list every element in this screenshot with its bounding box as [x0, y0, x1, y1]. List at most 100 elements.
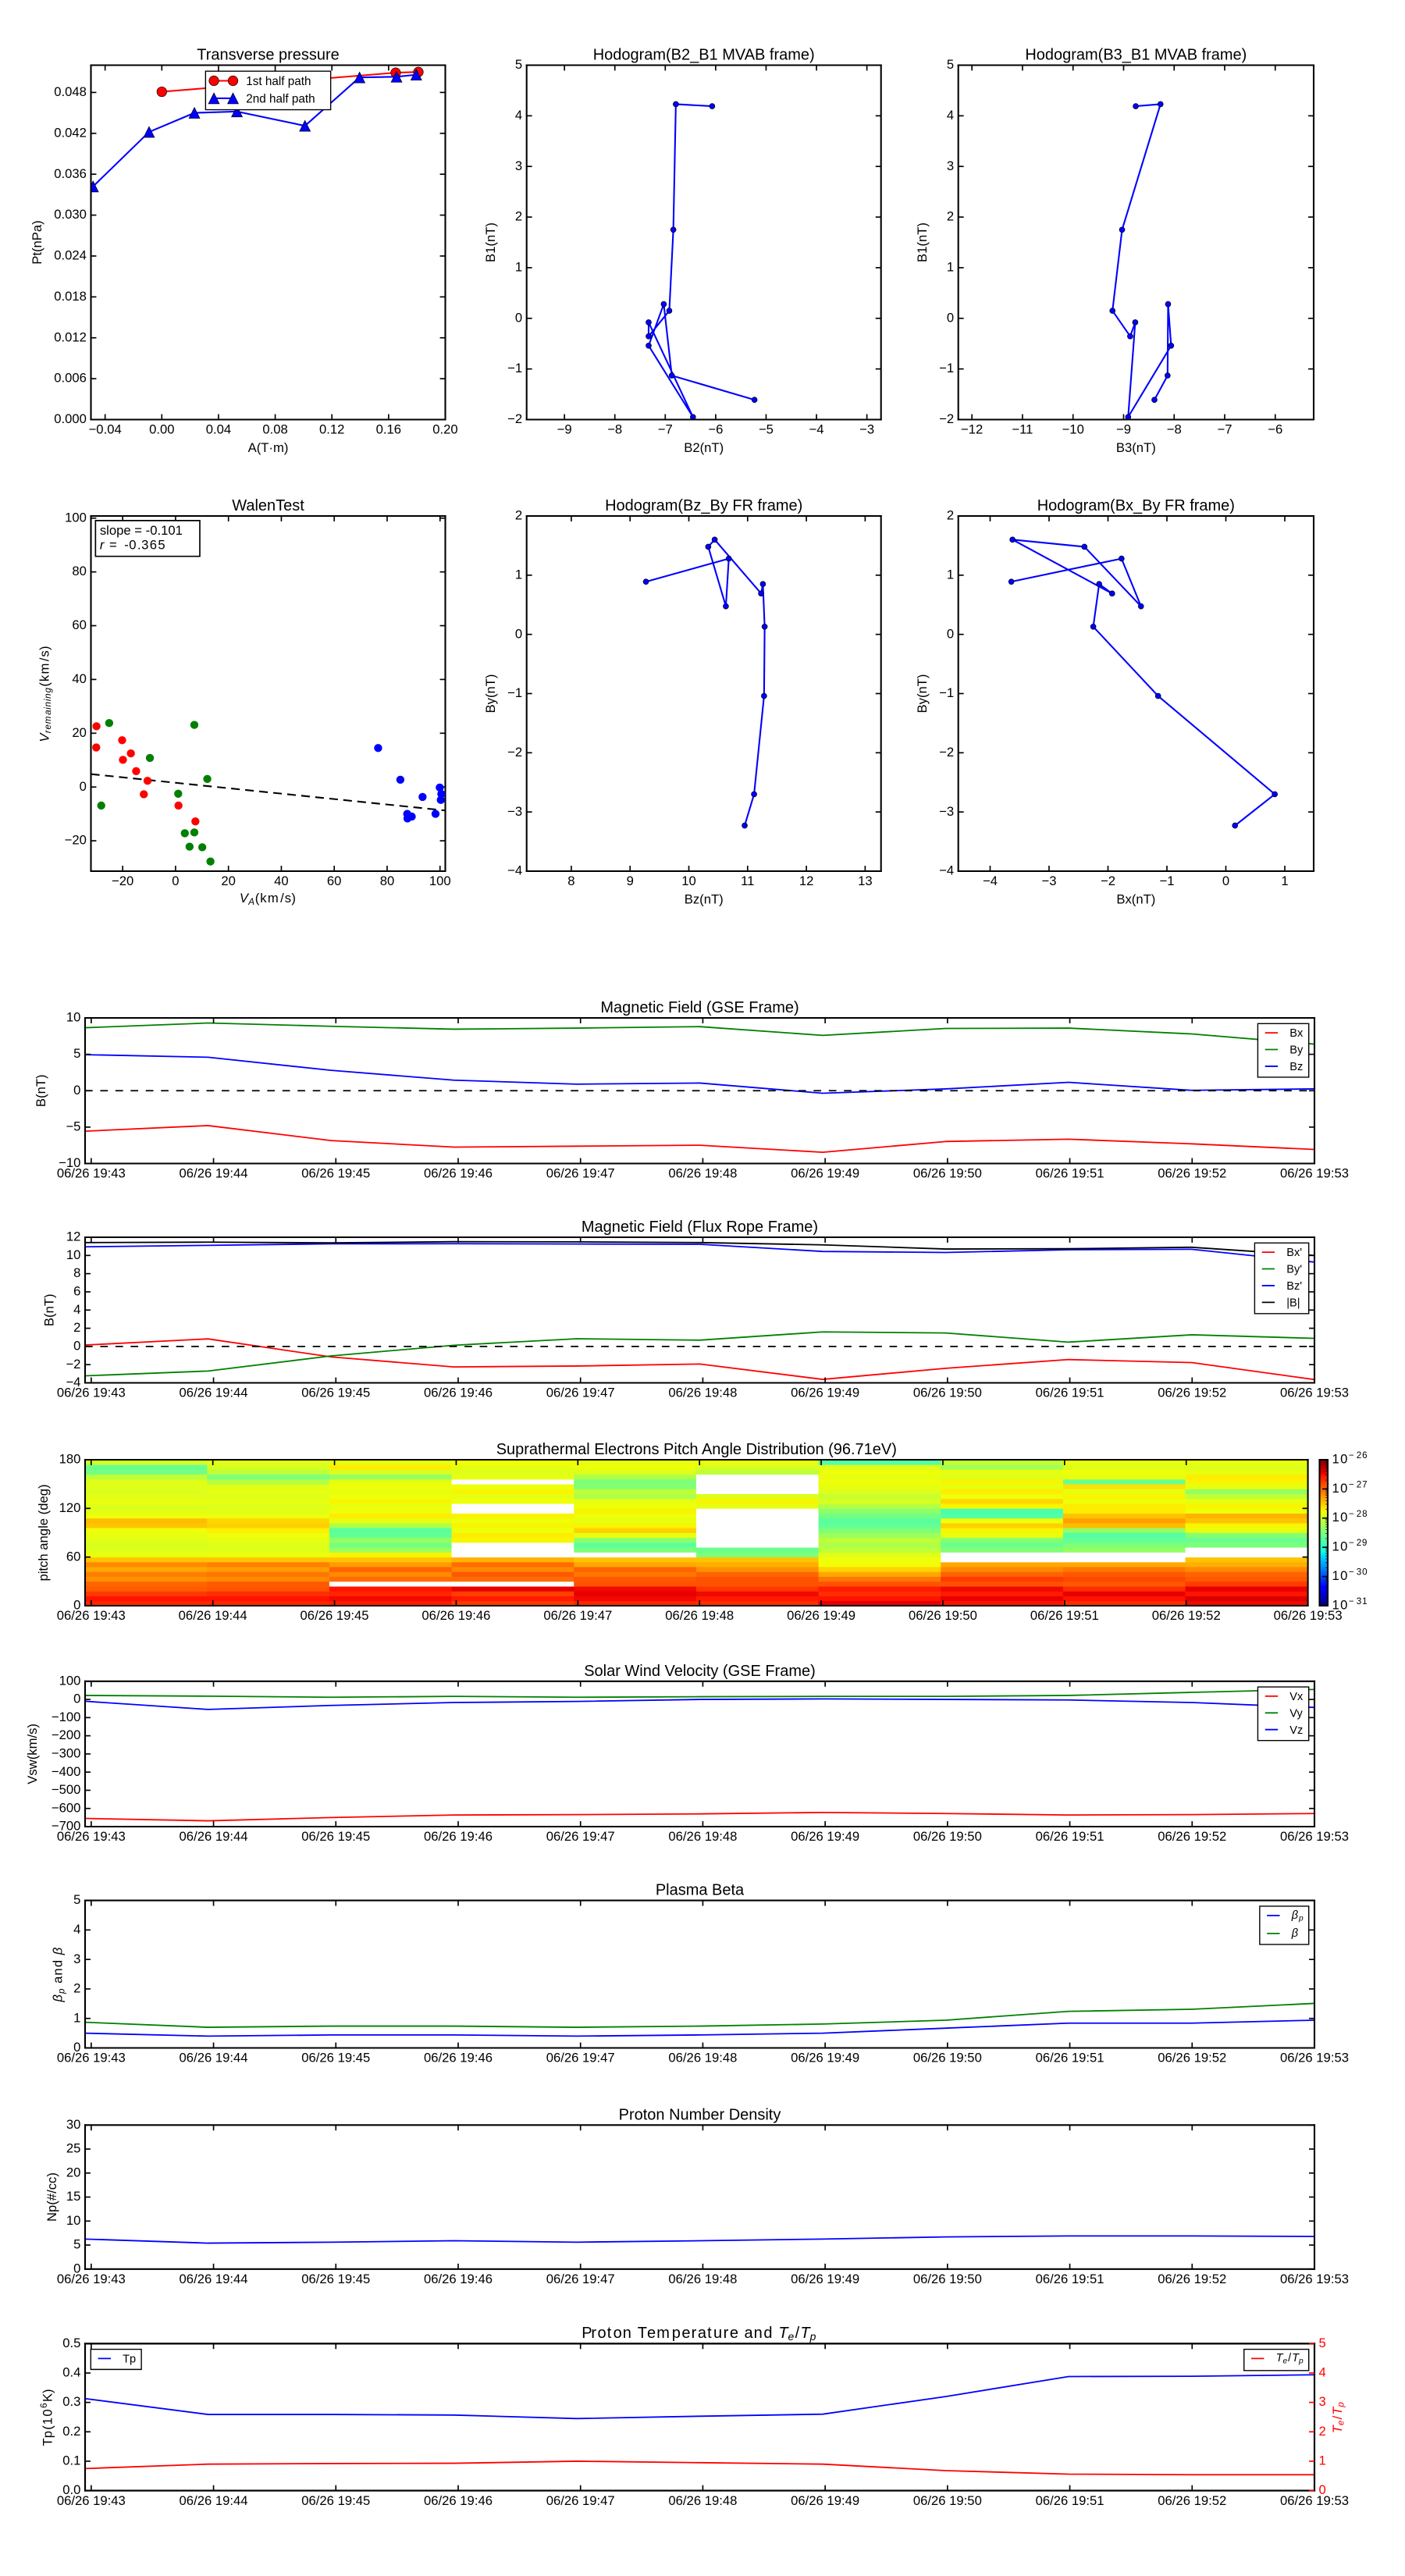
svg-text:−4: −4 — [983, 873, 998, 888]
svg-text:−2: −2 — [939, 411, 954, 426]
svg-text:T p ( 1: T p ( 1 0 K ) 6 — [36, 2384, 55, 2446]
svg-text:06/26 19:53: 06/26 19:53 — [1280, 1386, 1349, 1400]
svg-text:06/26 19:44: 06/26 19:44 — [180, 1386, 248, 1400]
svg-text:06/26 19:46: 06/26 19:46 — [424, 2272, 493, 2286]
svg-text:β p: β p — [1291, 1903, 1304, 1923]
svg-text:8: 8 — [567, 873, 574, 888]
svg-text:20: 20 — [72, 725, 87, 740]
svg-text:Pt(nPa): Pt(nPa) — [30, 220, 44, 264]
svg-text:06/26 19:52: 06/26 19:52 — [1158, 1829, 1226, 1844]
svg-text:0: 0 — [515, 626, 522, 641]
svg-text:4: 4 — [1319, 2365, 1326, 2380]
svg-text:4: 4 — [73, 1922, 80, 1937]
svg-text:−1: −1 — [507, 685, 522, 700]
svg-text:60: 60 — [66, 1549, 81, 1564]
svg-text:06/26 19:44: 06/26 19:44 — [179, 1608, 247, 1623]
svg-text:−1: −1 — [507, 361, 522, 375]
svg-text:5: 5 — [947, 57, 954, 72]
svg-text:A(T·m): A(T·m) — [248, 440, 289, 455]
svg-text:−700: −700 — [52, 1819, 81, 1834]
svg-text:T T e p: T T e p / — [1326, 2397, 1348, 2433]
svg-text:06/26 19:51: 06/26 19:51 — [1036, 1166, 1104, 1181]
svg-text:slope = -0.101: slope = -0.101 — [100, 523, 183, 538]
svg-text:−100: −100 — [52, 1710, 81, 1724]
svg-text:06/26 19:45: 06/26 19:45 — [301, 1386, 370, 1400]
svg-text:1 0 −: 1 0 − 2 6 — [1332, 1443, 1368, 1467]
svg-text:4: 4 — [73, 1302, 80, 1317]
svg-text:06/26 19:46: 06/26 19:46 — [424, 2051, 493, 2065]
svg-text:−12: −12 — [961, 422, 983, 437]
svg-text:5: 5 — [1319, 2336, 1326, 2350]
svg-text:06/26 19:52: 06/26 19:52 — [1158, 2051, 1226, 2065]
svg-text:06/26 19:53: 06/26 19:53 — [1280, 2272, 1349, 2286]
svg-text:06/26 19:49: 06/26 19:49 — [791, 2051, 859, 2065]
svg-text:−2: −2 — [507, 745, 522, 760]
svg-text:06/26 19:50: 06/26 19:50 — [913, 2493, 982, 2508]
svg-text:10: 10 — [66, 2213, 81, 2228]
svg-text:2nd half path: 2nd half path — [246, 92, 315, 105]
svg-text:Vz: Vz — [1289, 1724, 1303, 1737]
svg-text:06/26 19:46: 06/26 19:46 — [424, 1829, 493, 1844]
svg-text:06/26 19:53: 06/26 19:53 — [1280, 1829, 1349, 1844]
svg-text:06/26 19:47: 06/26 19:47 — [546, 2272, 615, 2286]
svg-text:Bx': Bx' — [1286, 1247, 1302, 1259]
svg-text:−11: −11 — [1012, 422, 1033, 437]
svg-text:12: 12 — [66, 1229, 81, 1244]
svg-text:06/26 19:44: 06/26 19:44 — [180, 1829, 248, 1844]
svg-text:B(nT): B(nT) — [41, 1293, 56, 1326]
svg-text:−4: −4 — [507, 863, 522, 878]
svg-text:0.3: 0.3 — [62, 2394, 80, 2409]
svg-text:0: 0 — [947, 626, 954, 641]
svg-text:T T e p: T T e p / — [1276, 2346, 1308, 2368]
svg-text:10: 10 — [681, 873, 696, 888]
svg-text:06/26 19:52: 06/26 19:52 — [1158, 2493, 1226, 2508]
svg-text:1: 1 — [947, 260, 954, 275]
svg-text:5: 5 — [73, 2237, 80, 2252]
svg-text:0.036: 0.036 — [54, 166, 87, 181]
svg-text:−6: −6 — [708, 422, 723, 437]
svg-text:06/26 19:48: 06/26 19:48 — [668, 2051, 737, 2065]
svg-text:0.2: 0.2 — [62, 2424, 80, 2439]
svg-text:Proton Number Density: Proton Number Density — [619, 2106, 781, 2123]
svg-text:Plasma Beta: Plasma Beta — [656, 1882, 745, 1899]
svg-text:06/26 19:50: 06/26 19:50 — [909, 1608, 977, 1623]
svg-text:1st half path: 1st half path — [246, 75, 311, 88]
svg-text:06/26 19:51: 06/26 19:51 — [1036, 2051, 1104, 2065]
svg-text:30: 30 — [66, 2117, 81, 2132]
svg-text:25: 25 — [66, 2141, 81, 2156]
svg-text:06/26 19:51: 06/26 19:51 — [1036, 1829, 1104, 1844]
svg-text:06/26 19:47: 06/26 19:47 — [546, 1829, 615, 1844]
svg-text:0: 0 — [172, 873, 179, 888]
svg-text:−3: −3 — [507, 804, 522, 819]
svg-text:80: 80 — [72, 564, 87, 578]
svg-text:06/26 19:43: 06/26 19:43 — [57, 2272, 126, 2286]
svg-text:06/26 19:49: 06/26 19:49 — [791, 2493, 859, 2508]
svg-text:10: 10 — [66, 1010, 81, 1025]
svg-text:0: 0 — [1222, 873, 1229, 888]
svg-text:Bz(nT): Bz(nT) — [685, 891, 724, 906]
svg-text:4: 4 — [515, 108, 522, 123]
svg-text:06/26 19:50: 06/26 19:50 — [913, 2051, 982, 2065]
svg-text:Tp: Tp — [123, 2354, 136, 2366]
svg-text:1 0 −: 1 0 − 2 9 — [1332, 1530, 1368, 1554]
svg-text:−10: −10 — [59, 1155, 80, 1170]
svg-text:Bx: Bx — [1289, 1027, 1304, 1040]
svg-text:13: 13 — [858, 873, 873, 888]
svg-text:−7: −7 — [658, 422, 673, 437]
svg-text:−9: −9 — [1116, 422, 1131, 437]
svg-text:06/26 19:53: 06/26 19:53 — [1280, 1166, 1349, 1181]
svg-text:V r e m: V r e m a i n i n g ( k m / s ) — [33, 646, 55, 742]
svg-text:2: 2 — [515, 508, 522, 523]
svg-text:06/26 19:43: 06/26 19:43 — [57, 1829, 126, 1844]
svg-text:0.000: 0.000 — [54, 411, 87, 426]
svg-text:−20: −20 — [65, 833, 87, 848]
svg-text:β: β — [1291, 1927, 1298, 1940]
svg-text:180: 180 — [59, 1452, 81, 1467]
svg-text:−5: −5 — [66, 1119, 80, 1133]
svg-text:0.16: 0.16 — [376, 422, 401, 437]
svg-text:06/26 19:49: 06/26 19:49 — [791, 1829, 859, 1844]
svg-text:100: 100 — [65, 510, 87, 525]
svg-text:100: 100 — [59, 1673, 81, 1688]
svg-text:06/26 19:45: 06/26 19:45 — [301, 1166, 370, 1181]
svg-text:06/26 19:52: 06/26 19:52 — [1158, 1386, 1226, 1400]
